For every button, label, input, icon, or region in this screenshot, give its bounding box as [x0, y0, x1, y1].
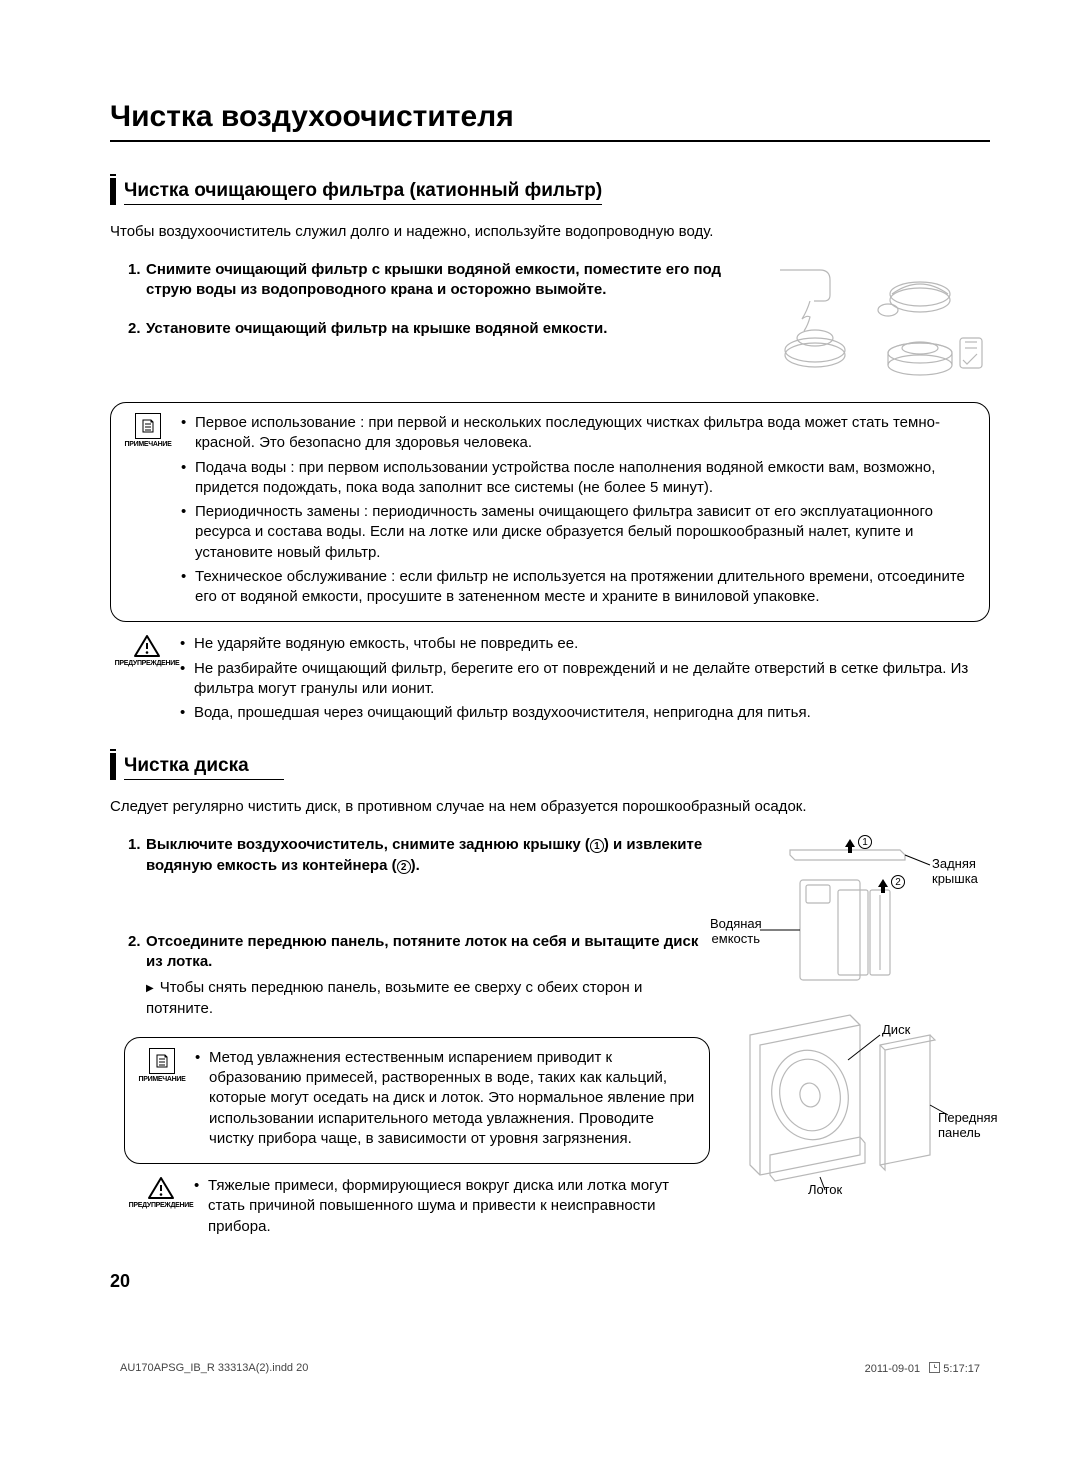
footer-filename: AU170APSG_IB_R 33313A(2).indd 20 — [120, 1362, 308, 1376]
clock-icon — [929, 1362, 940, 1376]
s2-step2-text: Отсоедините переднюю панель, потяните ло… — [146, 933, 698, 970]
s2-step2-sub: Чтобы снять переднюю панель, возьмите ее… — [146, 978, 710, 1019]
circled-2-icon: 2 — [397, 860, 411, 874]
label-tray: Лоток — [808, 1183, 842, 1197]
page-title: Чистка воздухоочистителя — [110, 100, 990, 142]
s1-warn-1: Не ударяйте водяную емкость, чтобы не по… — [180, 634, 976, 654]
s1-note-1: Первое использование : при первой и неск… — [181, 413, 975, 454]
section2-intro: Следует регулярно чистить диск, в против… — [110, 798, 990, 815]
warning-icon — [133, 634, 161, 658]
s1-note-box: ПРИМЕЧАНИЕ Первое использование : при пе… — [110, 402, 990, 622]
s1-note-3: Периодичность замены : периодичность зам… — [181, 502, 975, 563]
note-icon — [149, 1048, 175, 1074]
label-disc: Диск — [882, 1023, 910, 1037]
warning-icon — [147, 1176, 175, 1200]
s2-note-box: ПРИМЕЧАНИЕ Метод увлажнения естественным… — [124, 1037, 710, 1164]
footer-time: 5:17:17 — [943, 1363, 980, 1375]
label-water-tank: Водяная емкость — [710, 917, 760, 946]
warn-label: ПРЕДУПРЕЖДЕНИЕ — [115, 660, 180, 667]
warn-label: ПРЕДУПРЕЖДЕНИЕ — [129, 1202, 194, 1209]
circled-1-icon: 1 — [590, 839, 604, 853]
s1-warn-2: Не разбирайте очищающий фильтр, берегите… — [180, 659, 976, 700]
note-icon — [135, 413, 161, 439]
footer-date: 2011-09-01 — [865, 1363, 920, 1375]
s1-step1: Снимите очищающий фильтр с крышки водяно… — [128, 260, 740, 301]
label-back-cover: Задняя крышка — [932, 857, 990, 886]
label-front-panel: Передняя панель — [938, 1111, 998, 1140]
s2-step1-post: ). — [411, 857, 420, 874]
diagram-disc-tray: Диск Передняя панель Лоток — [730, 1005, 990, 1195]
section1-intro: Чтобы воздухоочиститель служил долго и н… — [110, 223, 990, 240]
s2-note-1: Метод увлажнения естественным испарением… — [195, 1048, 695, 1149]
print-footer: AU170APSG_IB_R 33313A(2).indd 20 2011-09… — [110, 1292, 990, 1376]
section1-heading: Чистка очищающего фильтра (катионный фил… — [124, 178, 602, 205]
s2-step1: Выключите воздухоочиститель, снимите зад… — [128, 835, 710, 876]
section1-heading-wrap: Чистка очищающего фильтра (катионный фил… — [110, 178, 990, 205]
section2-heading-wrap: Чистка диска — [110, 753, 990, 780]
s2-warn-block: ПРЕДУПРЕЖДЕНИЕ Тяжелые примеси, формирую… — [110, 1176, 710, 1241]
page-number: 20 — [110, 1271, 990, 1292]
s1-note-4: Техническое обслуживание : если фильтр н… — [181, 567, 975, 608]
s2-step1-pre: Выключите воздухоочиститель, снимите зад… — [146, 836, 590, 853]
s2-step2: Отсоедините переднюю панель, потяните ло… — [128, 932, 710, 1019]
s1-warn-block: ПРЕДУПРЕЖДЕНИЕ Не ударяйте водяную емкос… — [110, 634, 990, 727]
section2-heading: Чистка диска — [124, 753, 284, 780]
section-bar — [110, 178, 116, 205]
s2-warn-1: Тяжелые примеси, формирующиеся вокруг ди… — [194, 1176, 696, 1237]
note-label: ПРИМЕЧАНИЕ — [139, 1076, 186, 1083]
note-label: ПРИМЕЧАНИЕ — [125, 441, 172, 448]
s1-note-2: Подача воды : при первом использовании у… — [181, 458, 975, 499]
faucet-filter-illustration — [760, 260, 990, 390]
section-bar — [110, 753, 116, 780]
s1-step2: Установите очищающий фильтр на крышке во… — [128, 319, 740, 339]
diagram-back-cover: 1 2 Задняя крышка Водяная емкость — [730, 835, 990, 995]
s1-warn-3: Вода, прошедшая через очищающий фильтр в… — [180, 703, 976, 723]
